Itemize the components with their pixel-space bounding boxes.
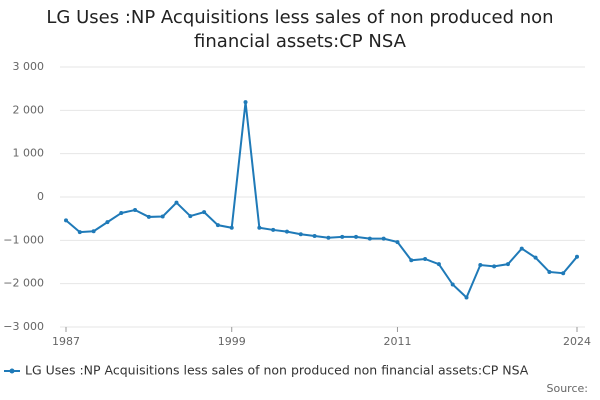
point	[271, 227, 276, 232]
y-tick-label: −1 000	[3, 233, 44, 246]
point	[174, 200, 179, 205]
chart-title: LG Uses :NP Acquisitions less sales of n…	[46, 7, 554, 52]
y-tick-label: −3 000	[3, 320, 44, 333]
point	[547, 269, 552, 274]
point	[409, 258, 414, 263]
point	[188, 214, 193, 219]
point	[575, 254, 579, 259]
point	[160, 214, 165, 219]
point	[298, 232, 303, 237]
point	[533, 255, 538, 260]
point	[492, 264, 497, 269]
point	[561, 271, 566, 276]
point	[64, 218, 68, 223]
point	[243, 100, 248, 105]
point	[381, 236, 386, 241]
legend-label: LG Uses :NP Acquisitions less sales of n…	[25, 363, 529, 378]
x-tick-label: 2011	[383, 335, 411, 348]
point	[519, 246, 524, 251]
point	[326, 235, 331, 240]
point	[119, 211, 124, 216]
point	[312, 234, 317, 238]
y-tick-label: 3 000	[13, 60, 45, 73]
series-line	[65, 101, 578, 300]
point	[91, 229, 96, 234]
x-tick-label: 2024	[563, 335, 591, 348]
y-tick-label: 1 000	[13, 147, 45, 160]
point	[257, 225, 262, 230]
x-tick-label: 1999	[218, 335, 246, 348]
x-tick-label: 1987	[52, 335, 80, 348]
point	[105, 220, 110, 225]
y-tick-label: −2 000	[3, 277, 44, 290]
point	[202, 210, 207, 215]
point	[478, 263, 483, 268]
y-tick-label: 2 000	[13, 103, 45, 116]
point	[77, 230, 82, 235]
point	[354, 234, 359, 239]
source: Source:	[547, 382, 589, 395]
point	[436, 262, 441, 267]
point	[423, 256, 428, 261]
point	[395, 240, 400, 245]
point	[146, 214, 151, 219]
point	[505, 262, 510, 267]
point	[367, 236, 372, 241]
point	[284, 229, 289, 234]
legend-swatch-dot	[9, 368, 15, 374]
point	[229, 225, 234, 230]
point	[450, 282, 455, 287]
point	[340, 234, 345, 239]
point	[464, 295, 469, 300]
y-tick-label: 0	[37, 190, 44, 203]
point	[133, 208, 138, 212]
point	[215, 223, 220, 228]
